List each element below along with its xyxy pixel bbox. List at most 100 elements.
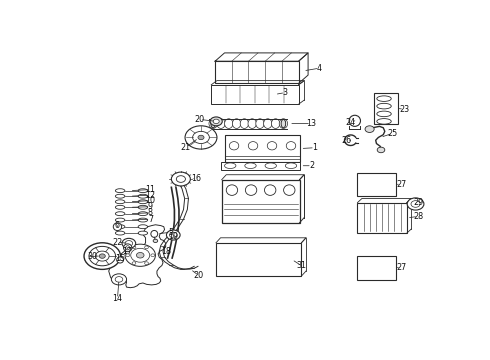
Text: 23: 23 (399, 105, 409, 114)
Text: 19: 19 (168, 232, 178, 241)
Bar (221, 180, 299, 223)
Text: 5: 5 (168, 228, 173, 237)
Circle shape (198, 135, 204, 140)
Text: 31: 31 (296, 261, 306, 270)
Text: 12: 12 (146, 190, 155, 199)
Circle shape (176, 176, 185, 183)
Text: 18: 18 (161, 247, 171, 256)
Ellipse shape (115, 218, 125, 222)
Circle shape (115, 276, 123, 282)
Circle shape (96, 251, 109, 261)
Text: 21: 21 (181, 143, 191, 152)
Circle shape (145, 246, 148, 249)
Text: 29: 29 (413, 198, 423, 207)
Ellipse shape (377, 103, 391, 109)
Ellipse shape (377, 96, 391, 102)
Bar (211, 85, 298, 104)
Circle shape (145, 262, 148, 265)
Text: 8: 8 (148, 208, 153, 217)
Ellipse shape (281, 120, 286, 128)
Ellipse shape (265, 163, 276, 168)
Text: 20: 20 (195, 115, 205, 124)
Ellipse shape (138, 194, 147, 198)
Circle shape (170, 232, 177, 238)
Ellipse shape (265, 185, 276, 195)
Text: 17: 17 (122, 247, 133, 256)
Ellipse shape (226, 185, 238, 195)
Ellipse shape (138, 212, 147, 216)
Ellipse shape (115, 194, 125, 198)
Text: 25: 25 (388, 129, 398, 138)
Ellipse shape (245, 163, 256, 168)
Bar (215, 61, 298, 84)
Circle shape (185, 126, 217, 149)
Text: 20: 20 (194, 271, 204, 280)
Circle shape (131, 248, 150, 262)
Circle shape (111, 274, 126, 285)
Ellipse shape (224, 119, 233, 129)
Circle shape (365, 126, 374, 132)
Bar (216, 243, 301, 276)
Text: 13: 13 (306, 119, 316, 128)
Ellipse shape (113, 223, 122, 231)
Ellipse shape (115, 189, 125, 193)
Ellipse shape (248, 119, 256, 129)
Text: 24: 24 (345, 118, 356, 127)
Ellipse shape (271, 119, 280, 129)
Text: 30: 30 (87, 252, 98, 261)
Ellipse shape (115, 212, 125, 216)
Circle shape (99, 254, 105, 258)
Circle shape (136, 252, 144, 258)
Ellipse shape (151, 230, 158, 237)
Circle shape (407, 198, 424, 210)
Circle shape (125, 240, 133, 246)
Ellipse shape (240, 119, 248, 129)
Circle shape (377, 147, 385, 153)
Circle shape (132, 262, 136, 265)
Ellipse shape (115, 231, 125, 235)
Circle shape (122, 238, 136, 248)
Text: 26: 26 (342, 136, 352, 145)
Circle shape (213, 119, 219, 123)
Ellipse shape (377, 118, 391, 124)
Ellipse shape (264, 119, 272, 129)
Text: 27: 27 (396, 263, 406, 272)
Ellipse shape (284, 185, 295, 195)
Ellipse shape (248, 141, 258, 150)
Ellipse shape (138, 189, 147, 193)
Ellipse shape (138, 205, 147, 209)
Text: 1: 1 (313, 143, 318, 152)
Text: 6: 6 (115, 221, 120, 230)
Text: 11: 11 (146, 185, 155, 194)
Circle shape (167, 230, 180, 240)
Text: 16: 16 (191, 174, 201, 183)
Text: 27: 27 (396, 180, 406, 189)
Ellipse shape (115, 205, 125, 209)
Text: 22: 22 (112, 238, 122, 247)
Ellipse shape (232, 119, 241, 129)
Text: 7: 7 (148, 215, 153, 224)
Ellipse shape (211, 120, 216, 128)
Ellipse shape (209, 119, 218, 129)
Bar (357, 173, 396, 196)
Ellipse shape (245, 185, 257, 195)
Text: 15: 15 (115, 255, 125, 264)
Ellipse shape (115, 200, 125, 204)
Text: 28: 28 (413, 212, 423, 221)
Circle shape (411, 201, 420, 207)
Circle shape (153, 239, 158, 243)
Bar (357, 256, 396, 279)
Ellipse shape (115, 225, 125, 229)
Ellipse shape (138, 231, 147, 235)
Circle shape (193, 131, 209, 144)
Ellipse shape (256, 119, 264, 129)
Ellipse shape (138, 225, 147, 229)
Circle shape (126, 254, 129, 257)
Bar (220, 162, 300, 170)
Ellipse shape (229, 141, 239, 150)
Text: 10: 10 (146, 196, 155, 205)
Ellipse shape (126, 246, 129, 250)
Text: 2: 2 (309, 161, 315, 170)
Circle shape (172, 172, 190, 186)
Ellipse shape (138, 200, 147, 204)
